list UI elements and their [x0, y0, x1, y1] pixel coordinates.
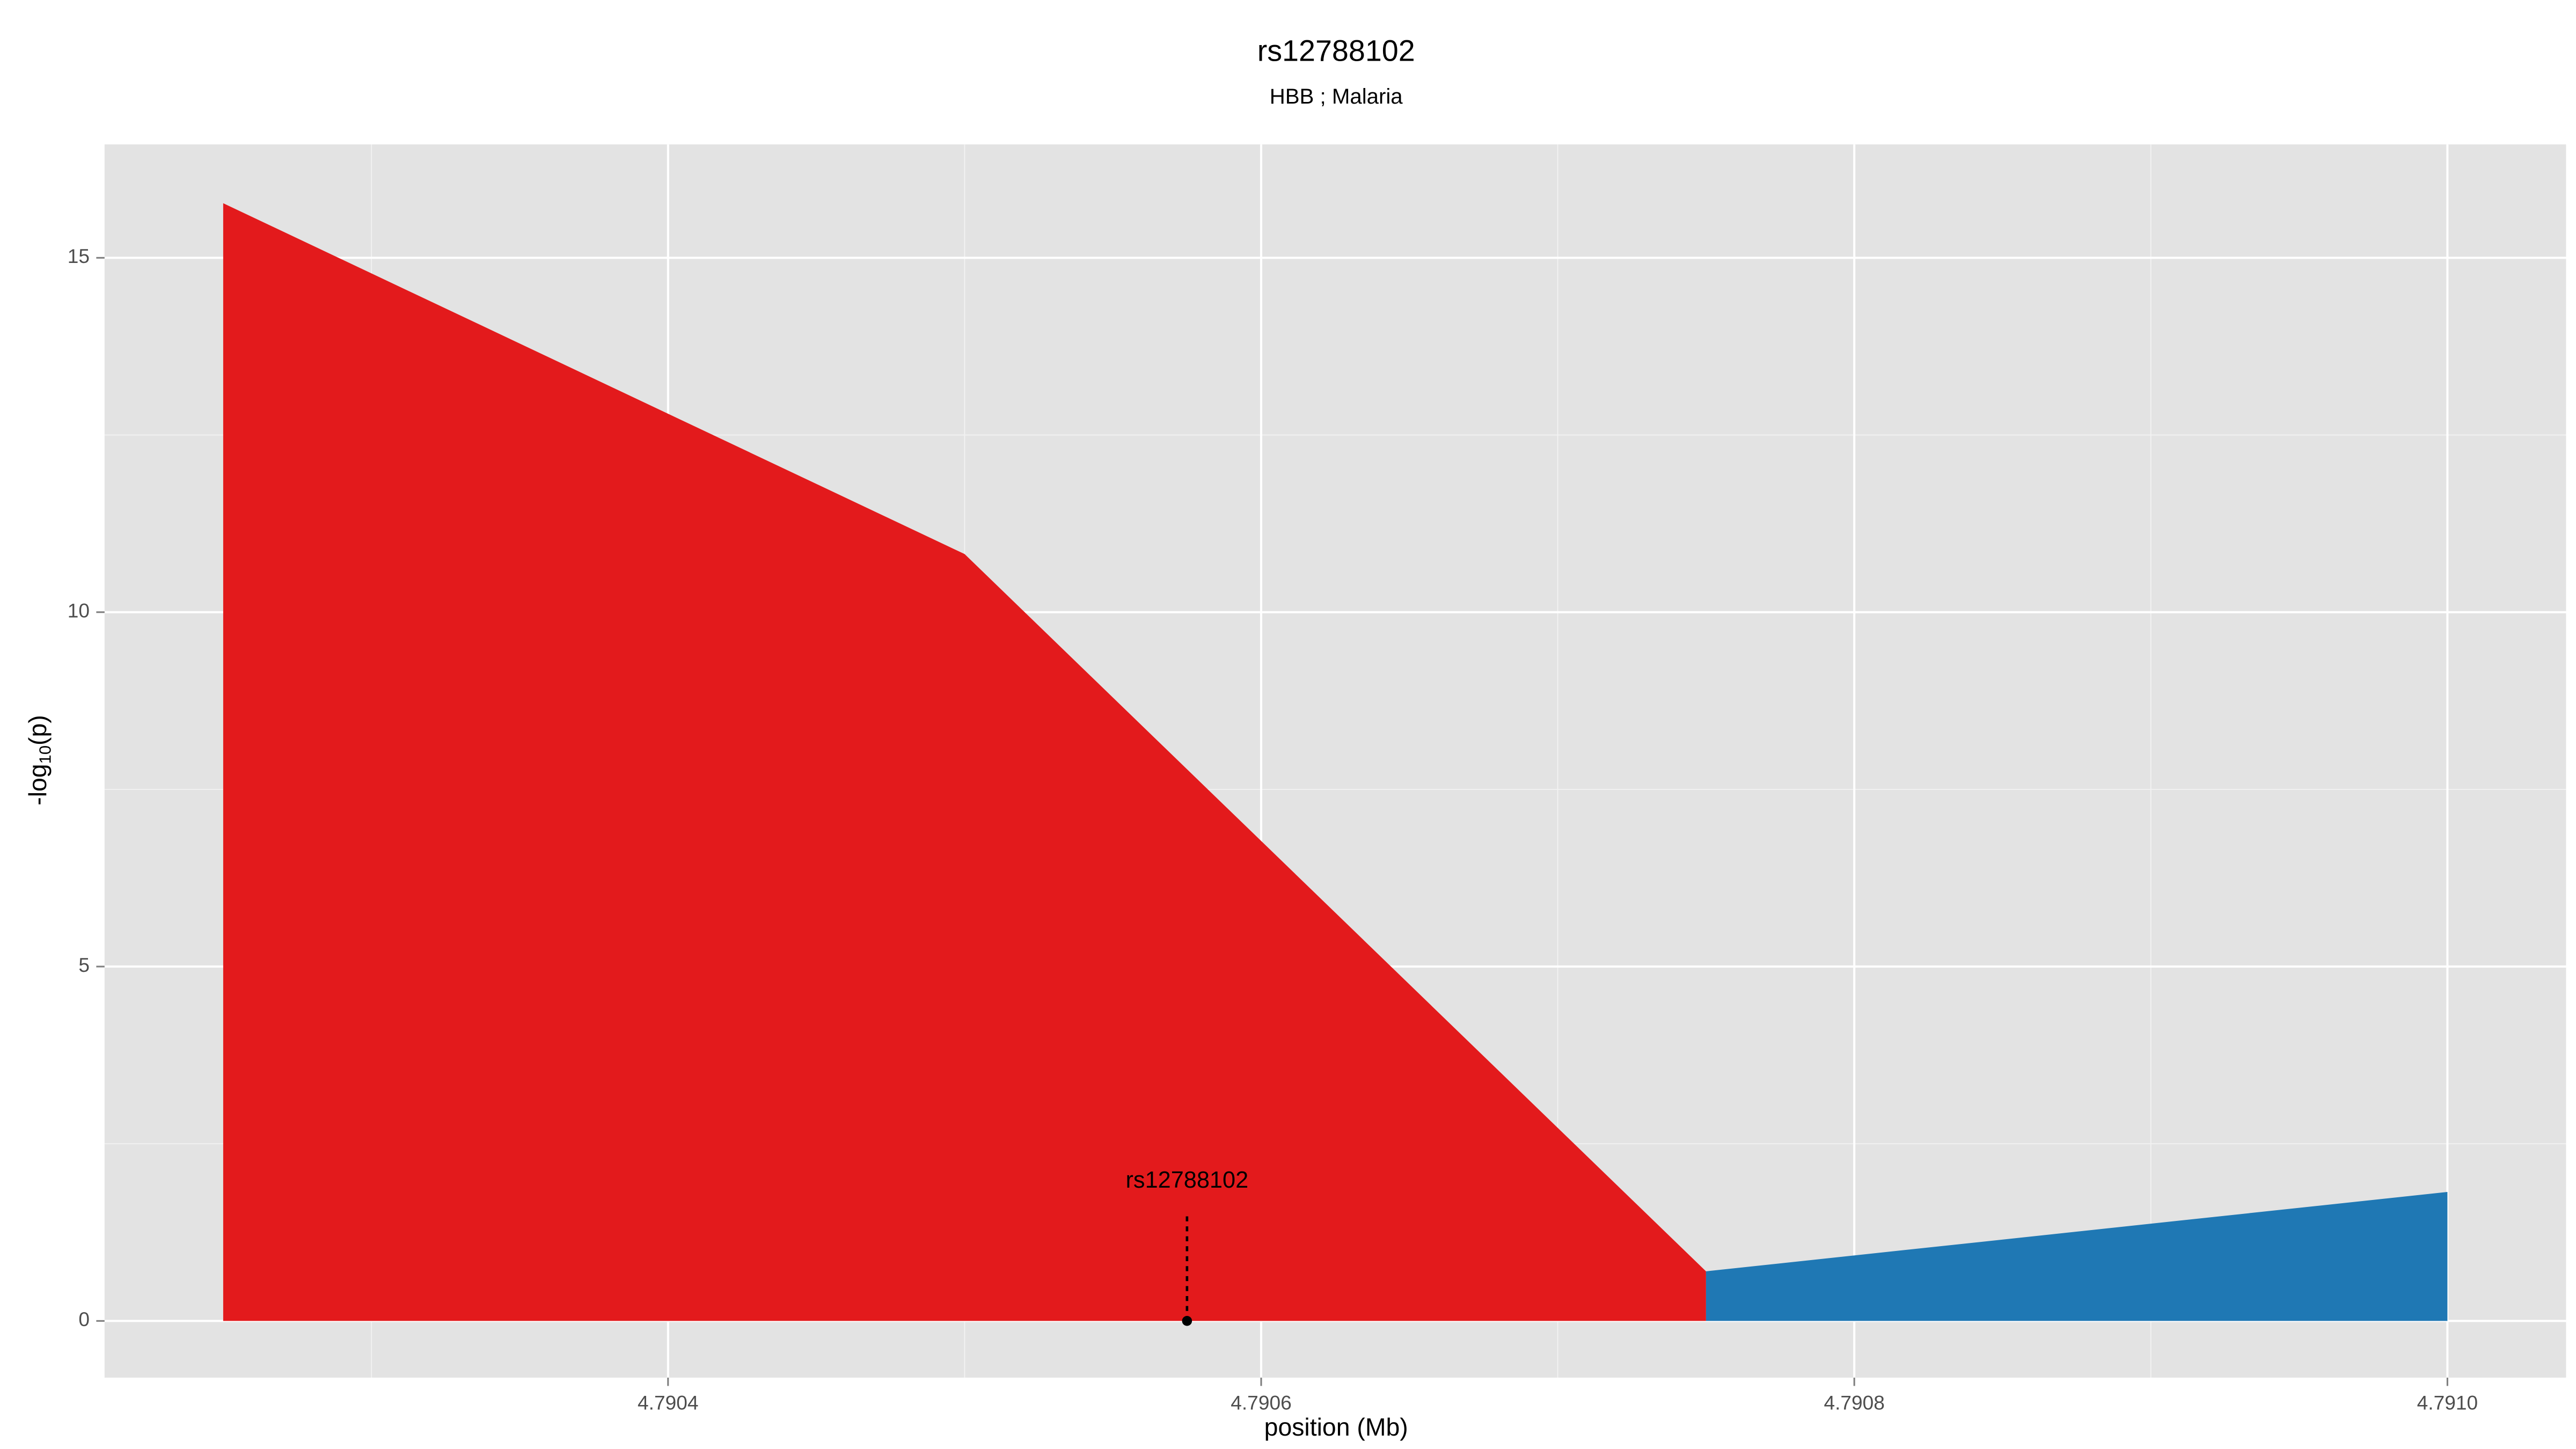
area [1706, 1191, 2448, 1321]
x-tick-label: 4.7910 [2417, 1391, 2478, 1414]
area [223, 203, 1706, 1321]
y-label-part: (p) [24, 715, 52, 745]
y-tick-label: 5 [78, 954, 90, 976]
chart-title: rs12788102 [1257, 34, 1415, 68]
y-tick-label: 15 [68, 245, 90, 267]
x-axis-label: position (Mb) [1264, 1413, 1408, 1441]
chart-subtitle: HBB ; Malaria [1270, 84, 1403, 108]
annotation-point [1182, 1316, 1192, 1326]
x-tick-label: 4.7908 [1824, 1391, 1885, 1414]
annotation-label: rs12788102 [1126, 1167, 1249, 1193]
y-tick-label: 0 [78, 1308, 90, 1330]
y-tick-label: 10 [68, 599, 90, 622]
y-axis-label: -log10(p) [24, 715, 54, 805]
y-label-subscript: 10 [36, 745, 55, 764]
x-tick-label: 4.7906 [1231, 1391, 1292, 1414]
y-label-part: -log [24, 764, 52, 805]
x-tick-label: 4.7904 [638, 1391, 699, 1414]
